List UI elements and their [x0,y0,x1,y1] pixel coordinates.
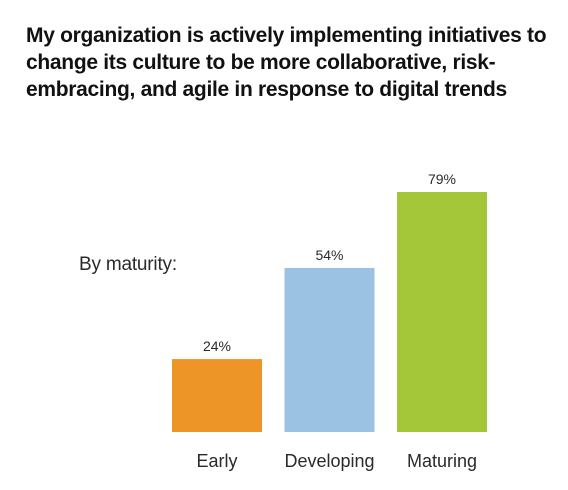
group-label: By maturity: [79,254,177,275]
bars-layer: 24% Early 54% Developing 79% Maturing [172,171,487,471]
chart-title: My organization is actively implementing… [26,24,547,101]
category-label-early: Early [196,451,237,471]
bar-early [172,359,262,432]
bar-maturing [397,192,487,432]
category-label-developing: Developing [284,451,374,471]
bar-developing [284,267,375,432]
category-label-maturing: Maturing [407,451,477,471]
value-label-early: 24% [203,338,231,354]
value-label-maturing: 79% [428,171,456,187]
value-label-developing: 54% [315,247,343,263]
